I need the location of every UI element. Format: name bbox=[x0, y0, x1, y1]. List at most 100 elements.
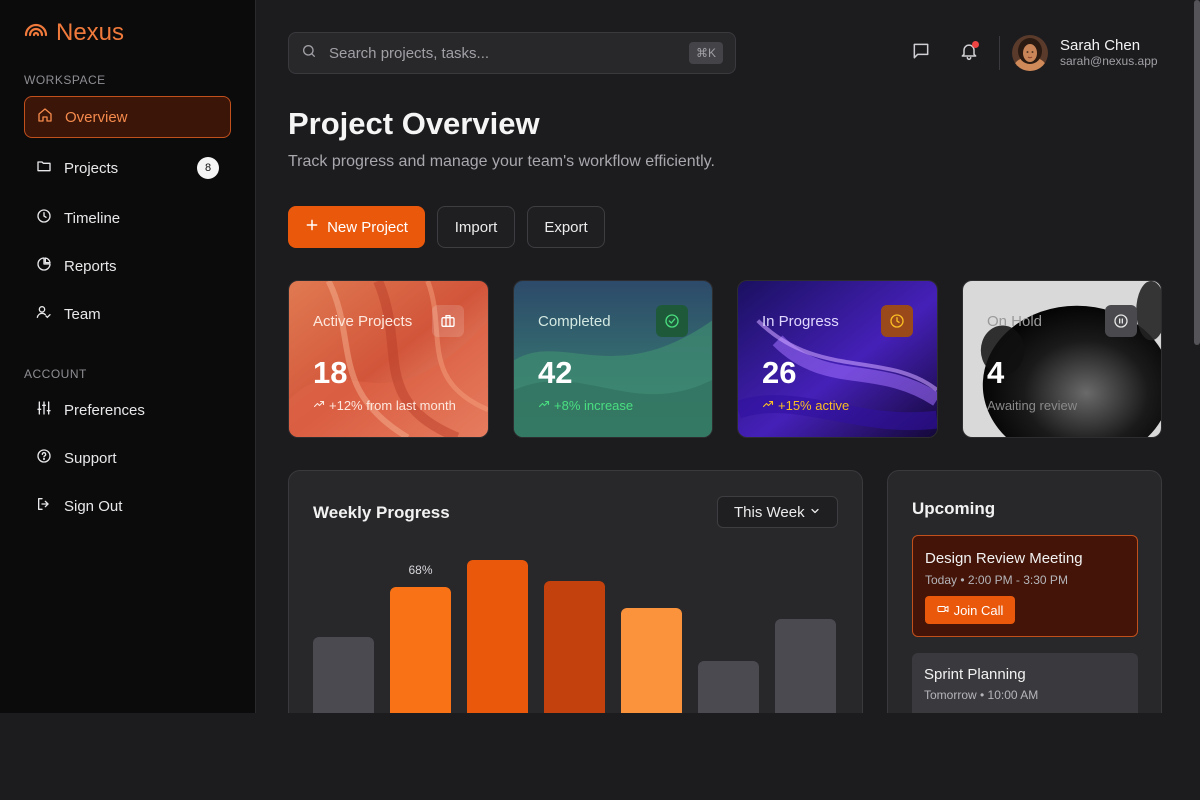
chart-bar[interactable] bbox=[467, 560, 528, 713]
search-shortcut-hint: ⌘K bbox=[688, 42, 723, 64]
projects-count-badge: 8 bbox=[197, 157, 219, 179]
sidebar-item-timeline[interactable]: Timeline bbox=[24, 197, 231, 239]
stat-label: Active Projects bbox=[313, 313, 413, 330]
main-content: ⌘K Sarah Chen sarah@ bbox=[256, 0, 1200, 713]
import-button[interactable]: Import bbox=[437, 206, 515, 248]
stat-value: 18 bbox=[313, 355, 348, 390]
notifications-button[interactable] bbox=[954, 38, 984, 68]
stat-note: +15% active bbox=[778, 398, 850, 413]
help-circle-icon bbox=[36, 448, 52, 468]
brand-name: Nexus bbox=[56, 18, 125, 46]
search-input[interactable] bbox=[329, 44, 669, 62]
stat-label: In Progress bbox=[762, 313, 839, 330]
join-call-button[interactable]: Join Call bbox=[925, 596, 1015, 624]
pie-chart-icon bbox=[36, 256, 52, 276]
logo-icon bbox=[24, 18, 48, 47]
sidebar-item-label: Reports bbox=[64, 257, 117, 275]
pause-circle-icon bbox=[1105, 305, 1137, 337]
clock-icon bbox=[36, 208, 52, 228]
clock-icon bbox=[881, 305, 913, 337]
sliders-icon bbox=[36, 400, 52, 420]
stat-footnote: +8% increase bbox=[538, 398, 633, 413]
message-icon bbox=[911, 41, 931, 66]
stat-label: Completed bbox=[538, 313, 611, 330]
chart-data-label: 68% bbox=[408, 563, 433, 577]
section-workspace: WORKSPACE bbox=[24, 73, 106, 87]
stat-card-in-progress[interactable]: In Progress 26 +15% active bbox=[737, 280, 938, 438]
event-title: Design Review Meeting bbox=[925, 550, 1083, 567]
event-time: Today • 2:00 PM - 3:30 PM bbox=[925, 573, 1068, 587]
avatar[interactable] bbox=[1012, 35, 1048, 71]
week-range-select[interactable]: This Week bbox=[717, 496, 838, 528]
sidebar-item-label: Sign Out bbox=[64, 497, 123, 515]
chart-bar[interactable] bbox=[390, 587, 451, 713]
stat-value: 4 bbox=[987, 355, 1005, 390]
user-name: Sarah Chen bbox=[1060, 37, 1141, 54]
chart-bar[interactable] bbox=[698, 661, 759, 713]
brand[interactable]: Nexus bbox=[24, 18, 124, 47]
sidebar-item-label: Overview bbox=[65, 108, 128, 126]
stat-footnote: +12% from last month bbox=[313, 398, 456, 413]
new-project-button[interactable]: New Project bbox=[288, 206, 425, 248]
chart-bar[interactable] bbox=[544, 581, 605, 713]
header-divider bbox=[999, 36, 1000, 70]
home-icon bbox=[37, 107, 53, 127]
weekly-progress-title: Weekly Progress bbox=[313, 503, 450, 522]
sidebar-item-label: Support bbox=[64, 449, 117, 467]
stat-value: 26 bbox=[762, 355, 797, 390]
folder-icon bbox=[36, 158, 52, 178]
stat-note: +12% from last month bbox=[329, 398, 456, 413]
weekly-progress-panel: Weekly Progress This Week 68% bbox=[288, 470, 863, 713]
upcoming-panel: Upcoming Design Review Meeting Today • 2… bbox=[887, 470, 1162, 713]
sidebar-item-reports[interactable]: Reports bbox=[24, 245, 231, 287]
stat-note: Awaiting review bbox=[987, 398, 1078, 413]
check-circle-icon bbox=[656, 305, 688, 337]
sidebar-item-label: Timeline bbox=[64, 209, 121, 227]
sidebar-item-sign-out[interactable]: Sign Out bbox=[24, 485, 231, 527]
stat-card-on-hold[interactable]: On Hold 4 Awaiting review bbox=[962, 280, 1162, 438]
plus-icon bbox=[305, 218, 319, 236]
chart-bar[interactable] bbox=[313, 637, 374, 713]
page-scrollbar[interactable] bbox=[1194, 0, 1200, 345]
sidebar: Nexus WORKSPACE Overview Projects 8 Time… bbox=[0, 0, 256, 713]
sidebar-item-label: Team bbox=[64, 305, 101, 323]
event-title: Sprint Planning bbox=[924, 666, 1026, 683]
page-subtitle: Track progress and manage your team's wo… bbox=[288, 153, 715, 170]
section-account: ACCOUNT bbox=[24, 367, 87, 381]
export-button[interactable]: Export bbox=[527, 206, 605, 248]
briefcase-icon bbox=[432, 305, 464, 337]
sidebar-item-label: Projects bbox=[64, 159, 119, 177]
messages-button[interactable] bbox=[906, 38, 936, 68]
sidebar-item-overview[interactable]: Overview bbox=[24, 96, 231, 138]
export-label: Export bbox=[544, 218, 588, 236]
stat-card-completed[interactable]: Completed 42 +8% increase bbox=[513, 280, 713, 438]
logout-icon bbox=[36, 496, 52, 516]
trend-up-icon bbox=[762, 398, 774, 413]
card-background-image bbox=[963, 281, 1161, 437]
chevron-down-icon bbox=[809, 504, 821, 521]
chart-bar[interactable] bbox=[775, 619, 836, 713]
trend-up-icon bbox=[538, 398, 550, 413]
bottom-strip bbox=[0, 713, 1200, 800]
search-icon bbox=[301, 43, 317, 64]
event-card-sprint-planning[interactable]: Sprint Planning Tomorrow • 10:00 AM bbox=[912, 653, 1138, 713]
stat-card-active-projects[interactable]: Active Projects 18 +12% from last month bbox=[288, 280, 489, 438]
card-background-image bbox=[289, 281, 488, 437]
bell-icon bbox=[959, 41, 979, 66]
user-check-icon bbox=[36, 304, 52, 324]
stat-footnote: +15% active bbox=[762, 398, 849, 413]
join-call-label: Join Call bbox=[953, 602, 1004, 618]
user-email: sarah@nexus.app bbox=[1060, 54, 1158, 68]
sidebar-item-support[interactable]: Support bbox=[24, 437, 231, 479]
sidebar-item-preferences[interactable]: Preferences bbox=[24, 389, 231, 431]
notification-dot bbox=[972, 41, 979, 48]
search-bar[interactable]: ⌘K bbox=[288, 32, 736, 74]
sidebar-item-projects[interactable]: Projects 8 bbox=[24, 147, 231, 189]
event-card-design-review[interactable]: Design Review Meeting Today • 2:00 PM - … bbox=[912, 535, 1138, 637]
stat-label: On Hold bbox=[987, 313, 1043, 330]
trend-up-icon bbox=[313, 398, 325, 413]
sidebar-item-team[interactable]: Team bbox=[24, 293, 231, 335]
chart-bar[interactable] bbox=[621, 608, 682, 713]
page-title: Project Overview bbox=[288, 106, 540, 141]
sidebar-item-label: Preferences bbox=[64, 401, 145, 419]
